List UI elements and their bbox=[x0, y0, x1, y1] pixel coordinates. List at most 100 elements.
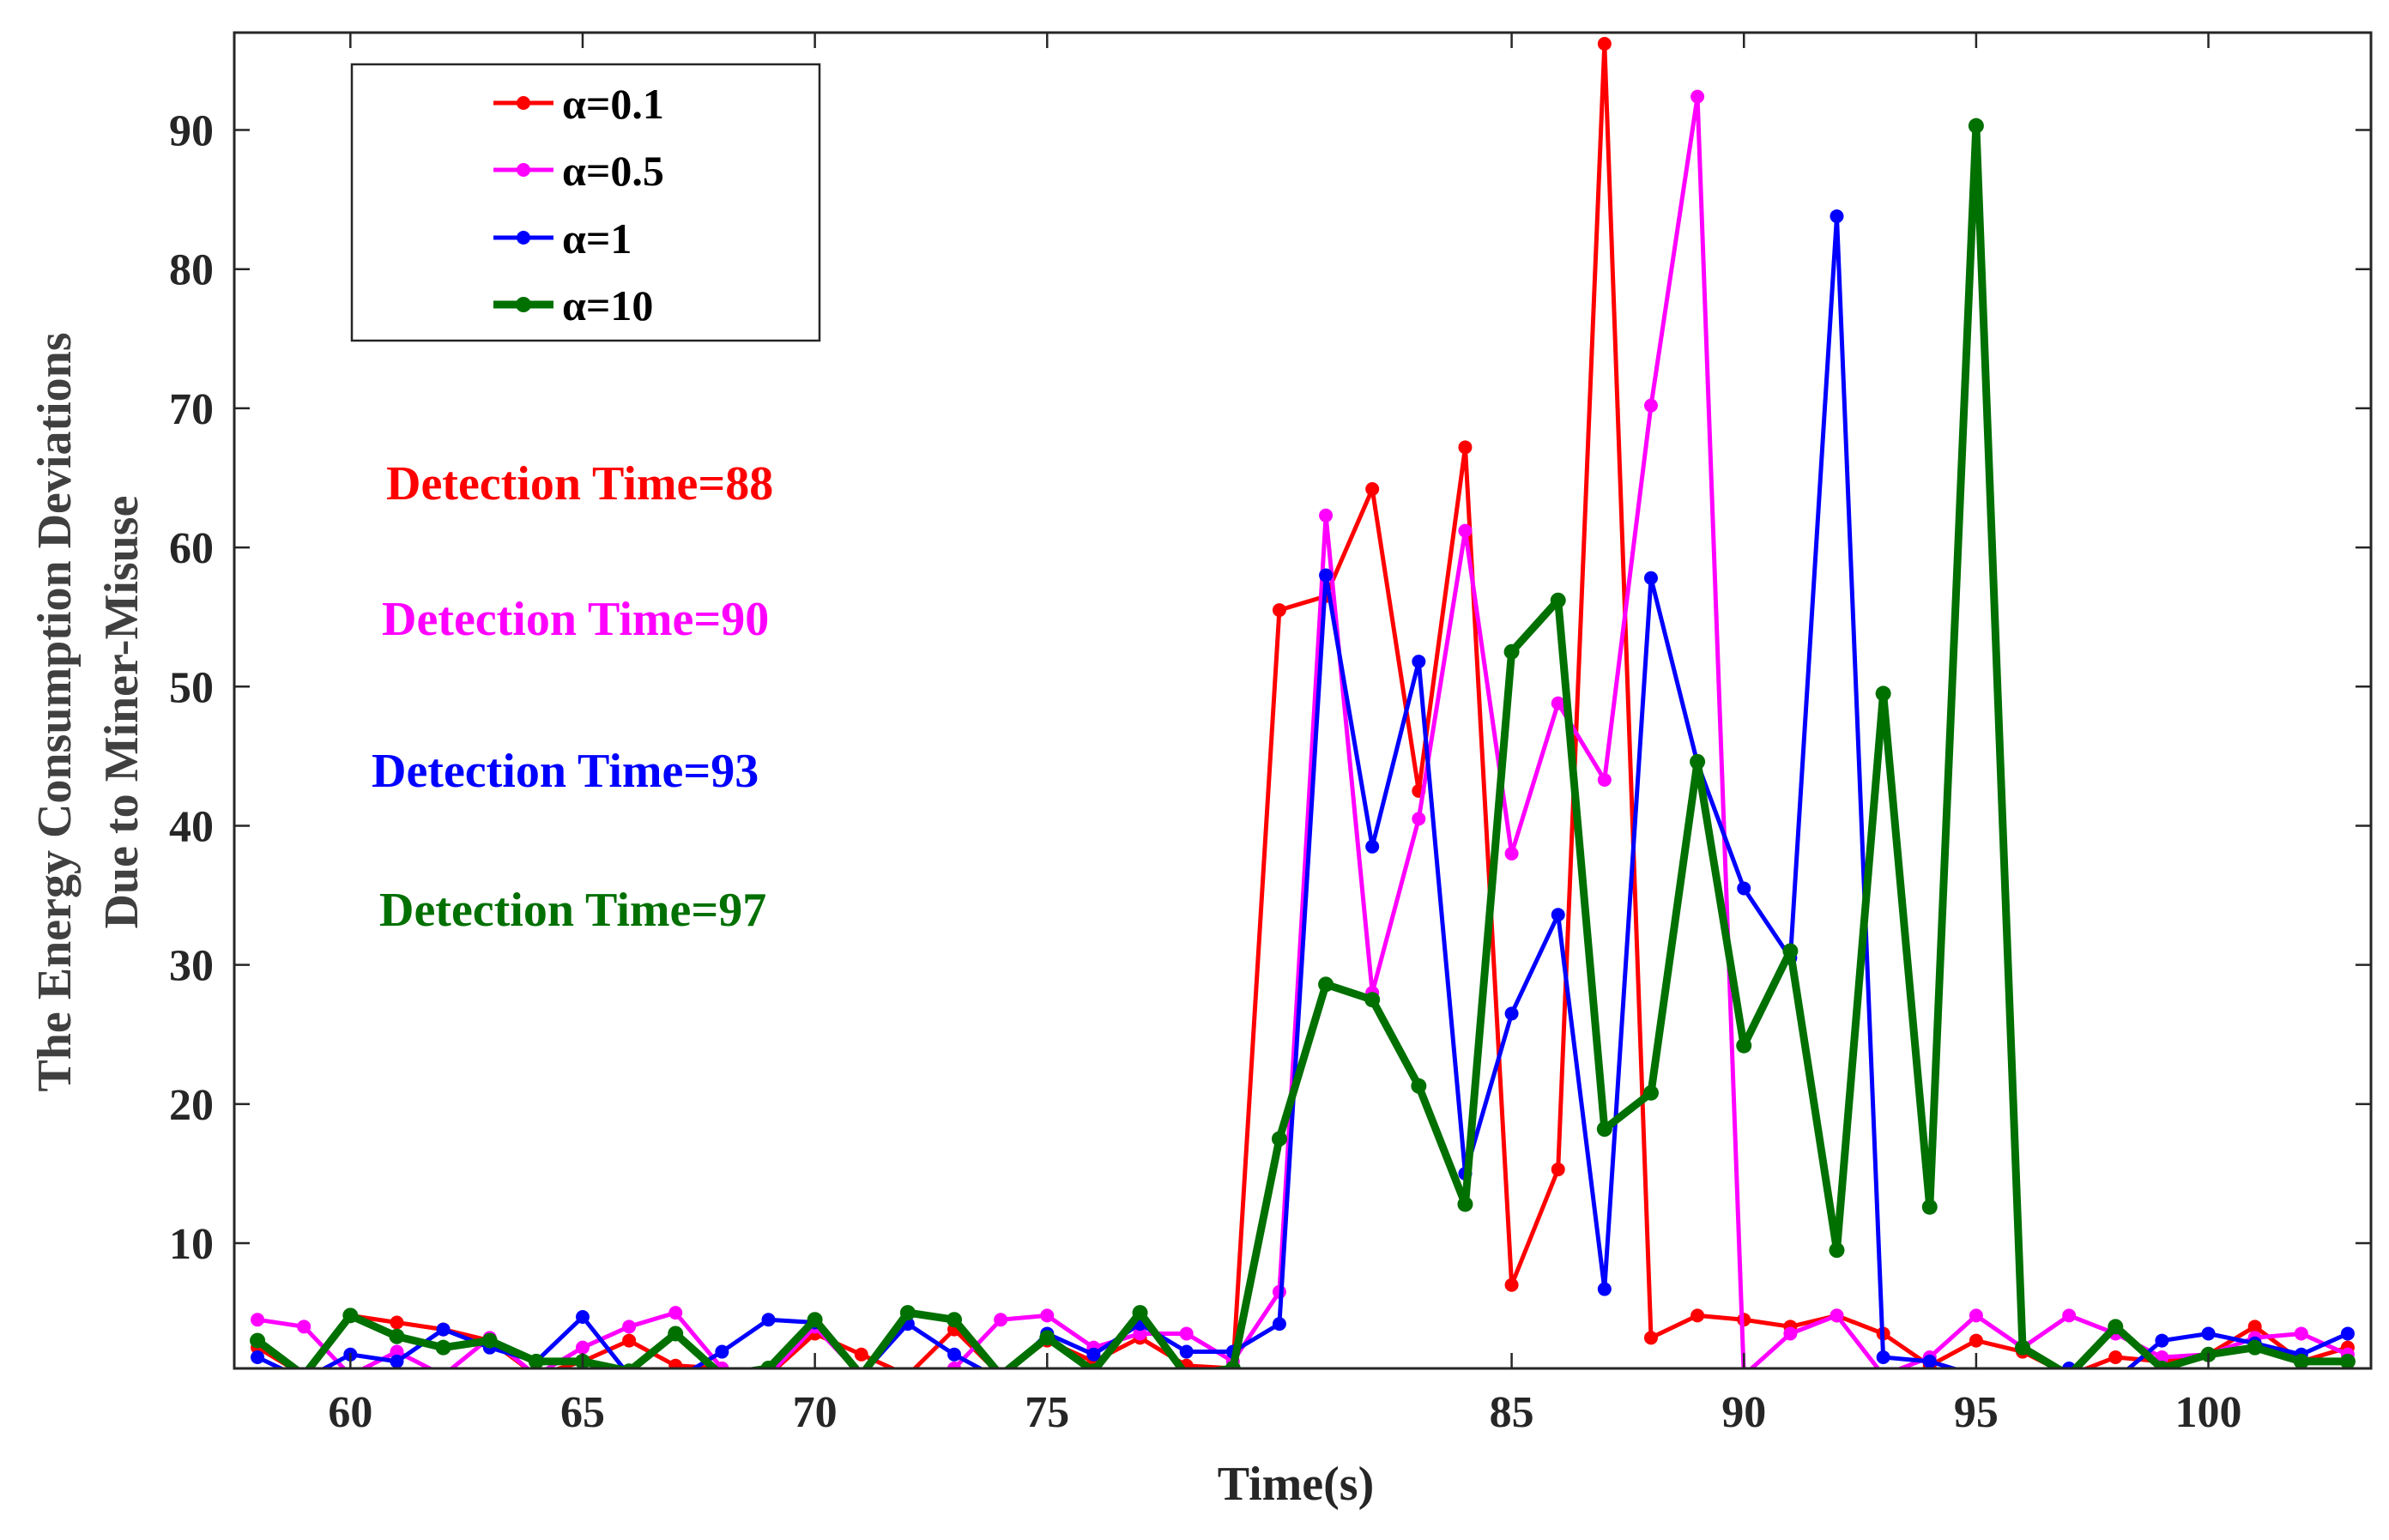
legend-label: α=1 bbox=[562, 214, 632, 263]
data-point bbox=[1737, 881, 1751, 896]
data-point bbox=[1830, 1308, 1844, 1323]
data-point bbox=[622, 1320, 637, 1334]
data-point bbox=[1969, 1333, 1983, 1348]
data-point bbox=[947, 1312, 963, 1328]
data-point bbox=[1412, 655, 1426, 669]
data-point bbox=[807, 1312, 823, 1328]
data-point bbox=[1550, 592, 1566, 608]
x-axis-label: Time(s) bbox=[1218, 1458, 1375, 1511]
x-tick-label: 85 bbox=[1490, 1388, 1534, 1437]
data-point bbox=[250, 1332, 266, 1349]
x-tick-label: 95 bbox=[1954, 1388, 1999, 1437]
data-point bbox=[1551, 1163, 1565, 1177]
data-point bbox=[1690, 1308, 1705, 1323]
series-3 bbox=[250, 118, 2356, 1368]
y-tick-label: 50 bbox=[169, 663, 214, 712]
data-point bbox=[1921, 1199, 1938, 1215]
data-point bbox=[390, 1344, 404, 1359]
data-point bbox=[668, 1358, 683, 1368]
data-point bbox=[1876, 1350, 1890, 1365]
data-point bbox=[1458, 440, 1473, 455]
data-point bbox=[2154, 1361, 2170, 1368]
data-point bbox=[389, 1328, 405, 1344]
data-point bbox=[1969, 1308, 1983, 1323]
legend-label: α=0.1 bbox=[562, 80, 664, 128]
detection-time-label-red: Detection Time=88 bbox=[386, 457, 773, 510]
data-point bbox=[1133, 1326, 1147, 1341]
x-tick-label: 70 bbox=[793, 1388, 838, 1437]
series-line bbox=[257, 94, 2349, 1368]
y-tick-label: 10 bbox=[169, 1220, 214, 1269]
data-point bbox=[528, 1353, 544, 1368]
legend-entry: α=0.5 bbox=[493, 147, 664, 195]
data-point bbox=[1040, 1308, 1055, 1323]
data-point bbox=[761, 1313, 776, 1327]
data-point bbox=[1319, 568, 1334, 583]
legend-swatch-marker bbox=[517, 163, 530, 177]
y-tick-label: 20 bbox=[169, 1081, 214, 1130]
data-point bbox=[575, 1309, 590, 1324]
data-point bbox=[1643, 398, 1658, 413]
y-tick-label: 80 bbox=[169, 246, 214, 295]
y-axis-label-line-1: The Energy Consumption Deviations bbox=[28, 332, 82, 1091]
data-point bbox=[2247, 1339, 2263, 1356]
data-point bbox=[1783, 1326, 1798, 1341]
legend-label: α=10 bbox=[562, 281, 653, 329]
data-point bbox=[2062, 1308, 2077, 1323]
data-point bbox=[1596, 1121, 1612, 1138]
data-point bbox=[622, 1333, 637, 1348]
series-2 bbox=[251, 209, 2355, 1368]
legend-entry: α=1 bbox=[493, 214, 632, 263]
data-point bbox=[2294, 1326, 2308, 1341]
x-tick-label: 60 bbox=[328, 1388, 372, 1437]
data-point bbox=[390, 1315, 404, 1330]
data-point bbox=[1179, 1344, 1194, 1359]
x-tick-label: 75 bbox=[1025, 1388, 1069, 1437]
y-tick-label: 90 bbox=[169, 107, 214, 156]
data-point bbox=[1179, 1326, 1194, 1341]
data-point bbox=[1272, 1317, 1286, 1332]
data-point bbox=[1922, 1354, 1937, 1368]
data-point bbox=[947, 1362, 962, 1368]
legend-swatch-marker bbox=[517, 231, 530, 245]
data-point bbox=[1412, 812, 1426, 826]
data-point bbox=[1642, 1084, 1659, 1101]
data-point bbox=[1690, 89, 1705, 104]
data-point bbox=[1968, 118, 1984, 134]
legend-entry: α=10 bbox=[493, 281, 653, 329]
data-point bbox=[1551, 696, 1565, 710]
detection-time-label-magenta: Detection Time=90 bbox=[382, 593, 769, 646]
data-point bbox=[1597, 772, 1612, 787]
data-point bbox=[390, 1354, 404, 1368]
series-line bbox=[255, 122, 2348, 1368]
x-tick-label: 90 bbox=[1721, 1388, 1766, 1437]
legend: α=0.1 α=0.5 α=1 α=10 bbox=[350, 63, 821, 342]
y-tick-label: 70 bbox=[169, 385, 214, 434]
data-point bbox=[2340, 1326, 2355, 1341]
data-point bbox=[2108, 1350, 2123, 1365]
data-point bbox=[668, 1326, 684, 1342]
data-point bbox=[715, 1362, 729, 1368]
series-line bbox=[256, 41, 2349, 1368]
data-point bbox=[342, 1307, 359, 1324]
y-tick-label: 40 bbox=[169, 802, 214, 851]
data-point bbox=[251, 1350, 265, 1365]
data-point bbox=[1457, 1196, 1473, 1212]
legend-entry: α=0.1 bbox=[493, 80, 664, 128]
data-point bbox=[1225, 1361, 1241, 1368]
data-point bbox=[435, 1339, 451, 1356]
data-point bbox=[2293, 1353, 2309, 1368]
data-point bbox=[1504, 1006, 1519, 1021]
data-point bbox=[1829, 1242, 1845, 1259]
data-point bbox=[854, 1347, 868, 1362]
y-axis-label-line-2: Due to Miner-Misuse bbox=[95, 496, 148, 929]
data-point bbox=[1504, 846, 1519, 861]
data-point bbox=[436, 1322, 451, 1337]
x-tick-label: 100 bbox=[2175, 1388, 2242, 1437]
data-point bbox=[1365, 839, 1380, 854]
data-point bbox=[1551, 908, 1565, 922]
y-tick-label: 60 bbox=[169, 524, 214, 573]
data-point bbox=[1365, 481, 1380, 496]
